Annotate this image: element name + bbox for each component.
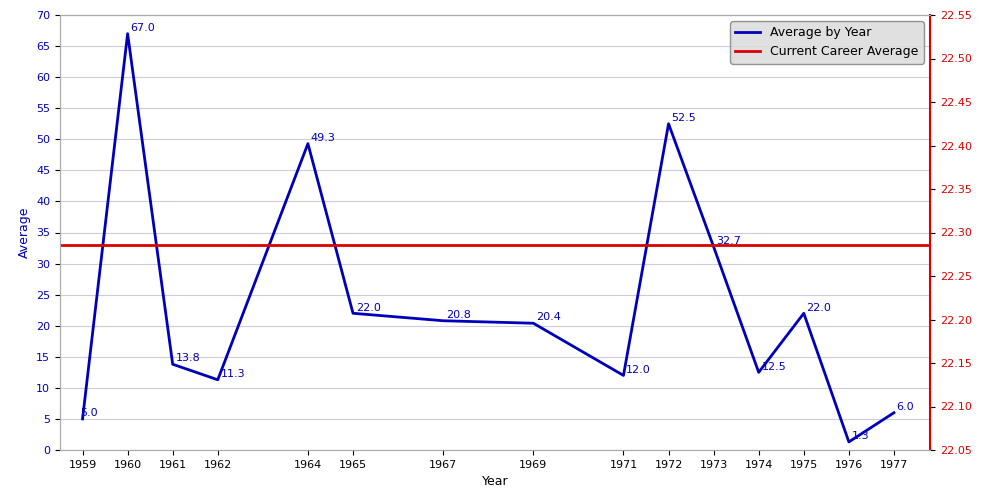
Text: 49.3: 49.3 <box>311 133 336 143</box>
Average by Year <box>798 310 810 316</box>
Average by Year <box>347 310 359 316</box>
Line: Average by Year: Average by Year <box>83 34 894 442</box>
Y-axis label: Average: Average <box>18 207 31 258</box>
Text: 1.3: 1.3 <box>852 431 869 441</box>
Text: 6.0: 6.0 <box>897 402 914 412</box>
Text: 22.0: 22.0 <box>356 302 381 312</box>
Average by Year <box>888 410 900 416</box>
Average by Year <box>663 120 675 126</box>
Text: 5.0: 5.0 <box>80 408 97 418</box>
Average by Year <box>843 439 855 445</box>
Average by Year <box>302 140 314 146</box>
Average by Year <box>527 320 539 326</box>
Text: 22.0: 22.0 <box>807 302 831 312</box>
Text: 11.3: 11.3 <box>221 369 245 379</box>
Average by Year <box>708 244 720 250</box>
Text: 20.4: 20.4 <box>536 312 561 322</box>
Average by Year <box>122 30 134 36</box>
Average by Year <box>437 318 449 324</box>
Text: 20.8: 20.8 <box>446 310 471 320</box>
Average by Year <box>212 377 224 383</box>
Average by Year <box>753 370 765 376</box>
Text: 52.5: 52.5 <box>671 113 696 123</box>
Average by Year <box>167 361 179 367</box>
Text: 12.5: 12.5 <box>761 362 786 372</box>
Text: 13.8: 13.8 <box>175 354 200 364</box>
X-axis label: Year: Year <box>482 476 508 488</box>
Average by Year <box>77 416 89 422</box>
Text: 32.7: 32.7 <box>716 236 741 246</box>
Average by Year <box>617 372 629 378</box>
Legend: Average by Year, Current Career Average: Average by Year, Current Career Average <box>730 21 924 63</box>
Text: 67.0: 67.0 <box>130 23 155 33</box>
Text: 12.0: 12.0 <box>626 364 651 374</box>
